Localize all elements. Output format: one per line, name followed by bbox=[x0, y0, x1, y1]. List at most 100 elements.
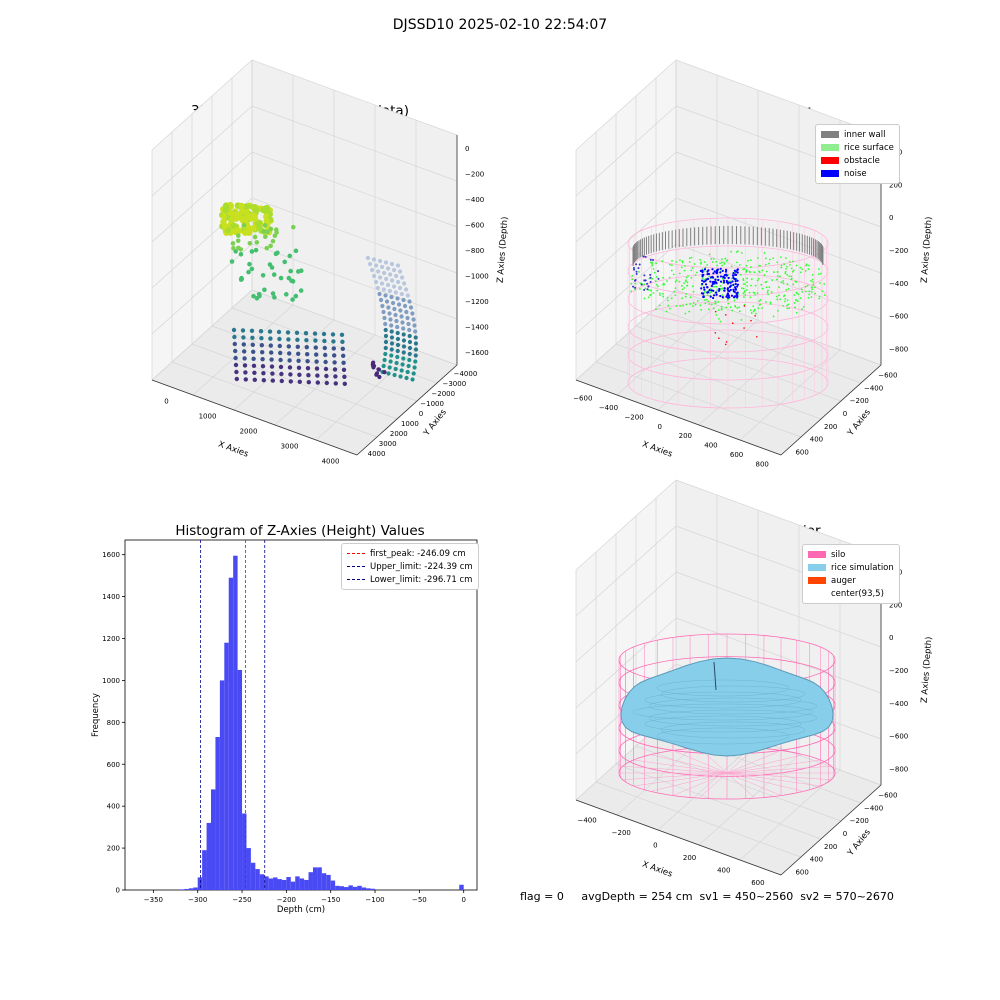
histogram-bar bbox=[197, 877, 203, 890]
simulation-xtick-label: 200 bbox=[683, 854, 696, 862]
raw-point bbox=[233, 348, 238, 354]
classify-noise-point bbox=[716, 275, 719, 278]
classify-noise-point bbox=[649, 258, 652, 261]
classify-rice-point bbox=[688, 310, 691, 313]
classify-x-axis-line bbox=[575, 379, 782, 456]
classify-rice-point bbox=[765, 286, 768, 289]
raw-point bbox=[230, 241, 236, 246]
raw-ztick-label: −1200 bbox=[465, 298, 489, 306]
raw-point bbox=[240, 328, 246, 333]
classify-rice-point bbox=[795, 281, 798, 283]
classify-rice-point bbox=[786, 304, 789, 307]
raw-point bbox=[389, 353, 394, 358]
classify-rice-point bbox=[776, 275, 779, 277]
raw-gridline bbox=[251, 59, 458, 136]
classify-rice-point bbox=[796, 292, 798, 295]
classify-rice-point bbox=[761, 287, 764, 290]
classify-rice-point bbox=[823, 283, 826, 286]
raw-point bbox=[296, 351, 301, 356]
raw-point bbox=[314, 359, 319, 364]
raw-point bbox=[407, 345, 413, 351]
raw-point bbox=[223, 206, 230, 213]
legend-label: auger bbox=[831, 575, 856, 586]
raw-point bbox=[331, 339, 336, 344]
classify-noise-point bbox=[652, 259, 655, 262]
simulation-ztick-label: 0 bbox=[889, 634, 893, 642]
classify-noise-point bbox=[706, 277, 710, 280]
raw-point bbox=[286, 344, 291, 349]
raw-point bbox=[235, 238, 241, 244]
simulation-gridline bbox=[575, 525, 677, 617]
raw-point bbox=[260, 364, 266, 369]
classify-obstacle-point bbox=[731, 322, 734, 325]
raw-point bbox=[413, 335, 418, 340]
classify-rice-point bbox=[653, 271, 656, 274]
raw-point bbox=[396, 279, 401, 285]
raw-point bbox=[381, 363, 386, 369]
raw-point bbox=[269, 364, 275, 369]
classify-noise-point bbox=[735, 273, 738, 276]
classify-rice-point bbox=[658, 292, 661, 295]
raw-gridline bbox=[211, 325, 418, 402]
histogram-bar bbox=[206, 822, 212, 890]
histogram-legend: first_peak: -246.09 cm Upper_limit: -224.… bbox=[341, 543, 479, 590]
classify-gridline bbox=[739, 349, 841, 441]
classify-rice-point bbox=[776, 298, 779, 301]
classify-rice-point bbox=[688, 261, 691, 263]
classify-noise-point bbox=[723, 273, 727, 277]
classify-rice-point bbox=[742, 268, 745, 271]
raw-point bbox=[332, 353, 337, 358]
classify-gridline bbox=[698, 334, 800, 426]
classify-rice-point bbox=[714, 300, 717, 303]
classify-ytick-label: −200 bbox=[850, 397, 869, 405]
classify-rice-point bbox=[780, 264, 783, 267]
histogram-bar bbox=[255, 869, 260, 890]
classify-rice-point bbox=[656, 283, 658, 286]
raw-point bbox=[383, 327, 388, 333]
classify-noise-point bbox=[719, 275, 723, 278]
classify-legend-item: rice surface bbox=[821, 141, 894, 154]
raw-point bbox=[277, 336, 282, 342]
classify-noise-point bbox=[713, 270, 716, 273]
raw-point bbox=[242, 229, 249, 236]
raw-ytick-label: 3000 bbox=[379, 440, 397, 448]
classify-noise-point bbox=[714, 280, 717, 284]
classify-noise-point bbox=[717, 278, 720, 282]
classify-rice-point bbox=[727, 298, 730, 301]
simulation-x-axis-line bbox=[575, 799, 782, 876]
classify-rice-point bbox=[675, 279, 678, 282]
raw-point bbox=[383, 321, 388, 327]
classify-rice-point bbox=[775, 295, 778, 298]
classify-rice-point bbox=[745, 264, 748, 267]
raw-point bbox=[251, 349, 256, 354]
raw-point bbox=[270, 371, 275, 376]
raw-point bbox=[339, 332, 345, 337]
raw-point bbox=[371, 365, 376, 370]
histogram-xlabel: Depth (cm) bbox=[277, 905, 325, 915]
raw-point bbox=[395, 263, 401, 268]
classify-legend-item: inner wall bbox=[821, 128, 894, 141]
classify-noise-point bbox=[726, 287, 730, 290]
classify-rice-point bbox=[810, 296, 813, 298]
raw-point bbox=[249, 266, 255, 272]
classify-rice-point bbox=[782, 304, 785, 307]
raw-left-wall bbox=[152, 60, 252, 380]
raw-point bbox=[333, 374, 338, 379]
classify-rice-point bbox=[785, 289, 788, 291]
classify-rice-point bbox=[799, 271, 802, 274]
raw-gridline bbox=[171, 361, 378, 438]
classify-legend-item: noise bbox=[821, 167, 894, 180]
classify-rice-point bbox=[736, 307, 739, 309]
raw-point bbox=[407, 333, 412, 339]
classify-noise-point bbox=[646, 288, 649, 291]
classify-rice-point bbox=[703, 261, 706, 263]
raw-point bbox=[341, 353, 346, 358]
classify-rice-point bbox=[754, 312, 757, 315]
raw-point bbox=[394, 273, 399, 279]
legend-swatch bbox=[808, 577, 826, 584]
classify-rice-point bbox=[746, 277, 749, 280]
raw-point bbox=[412, 365, 417, 370]
simulation-ztick-label: 200 bbox=[889, 601, 902, 609]
raw-point bbox=[371, 360, 376, 365]
classify-rice-point bbox=[707, 308, 710, 311]
